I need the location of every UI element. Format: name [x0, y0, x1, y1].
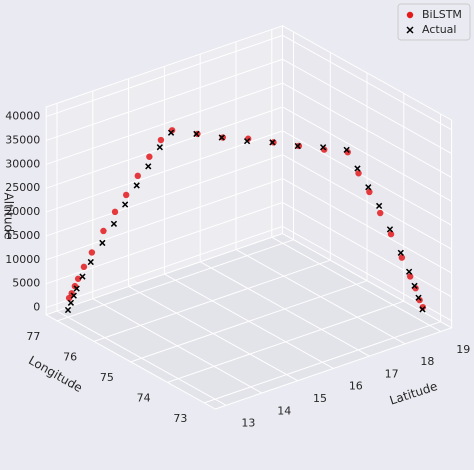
point-actual [411, 282, 418, 289]
point-actual [343, 146, 350, 153]
point-actual [67, 299, 75, 306]
point-bilstm [88, 249, 96, 256]
x-tick-label: 15 [313, 392, 327, 405]
point-actual [70, 292, 77, 299]
x-tick-label: 18 [420, 355, 434, 368]
point-actual [397, 249, 404, 256]
point-actual [386, 226, 394, 233]
grid-line [46, 178, 283, 261]
x-tick-label: 14 [277, 404, 291, 417]
x-tick-label: 16 [349, 380, 363, 393]
point-bilstm [157, 136, 165, 144]
point-actual [87, 258, 94, 266]
z-tick-label: 30000 [5, 157, 40, 170]
grid-line [46, 130, 283, 213]
point-actual [269, 139, 276, 146]
point-actual [133, 182, 140, 189]
point-actual [218, 134, 225, 141]
point-actual [193, 130, 200, 138]
point-actual [156, 144, 163, 151]
y-tick-label: 75 [100, 371, 114, 384]
grid-line [93, 259, 331, 342]
legend-marker [406, 26, 414, 34]
point-bilstm [398, 254, 406, 261]
point-bilstm [80, 263, 88, 271]
x-tick-label: 19 [456, 343, 470, 356]
z-tick-label: 15000 [5, 229, 40, 242]
grid-line [282, 178, 452, 274]
marks [64, 127, 427, 314]
point-actual [79, 273, 86, 280]
point-bilstm [111, 208, 119, 216]
y-tick-label: 76 [63, 351, 77, 364]
point-actual [365, 184, 372, 191]
legend-marker [406, 11, 414, 19]
point-bilstm [377, 209, 384, 217]
grid-line [46, 202, 283, 285]
legend-label: Actual [422, 23, 456, 36]
z-tick-label: 5000 [12, 277, 40, 290]
point-actual [167, 129, 175, 136]
x-tick-label: 13 [241, 417, 255, 430]
grid-line [46, 82, 283, 165]
point-bilstm [74, 275, 82, 282]
point-actual [99, 239, 106, 247]
point-actual [243, 138, 251, 145]
z-tick-label: 40000 [5, 110, 40, 123]
x-tick-label: 17 [385, 367, 399, 380]
point-bilstm [366, 188, 373, 196]
point-bilstm [100, 227, 107, 235]
point-actual [415, 294, 422, 301]
z-tick-label: 20000 [5, 205, 40, 218]
grid-line [167, 300, 404, 383]
grid-line [130, 280, 368, 363]
z-tick-label: 25000 [5, 181, 40, 194]
point-actual [294, 142, 301, 150]
point-actual [110, 220, 118, 227]
point-actual [405, 268, 413, 275]
grid-line [46, 58, 283, 141]
grid-line [282, 58, 452, 154]
point-actual [419, 306, 426, 313]
grid [46, 29, 452, 406]
grid-line [46, 34, 283, 118]
grid-line [46, 154, 283, 237]
legend: BiLSTM Actual [397, 3, 471, 41]
z-axis-label: Altitude [2, 193, 16, 240]
z-tick-label: 10000 [5, 253, 40, 266]
y-tick-label: 77 [26, 330, 40, 343]
grid-line [282, 202, 452, 298]
grid-line [282, 34, 452, 131]
point-bilstm [355, 170, 362, 177]
point-bilstm [146, 153, 153, 160]
y-tick-label: 74 [137, 392, 151, 405]
grid-line [46, 106, 283, 189]
point-actual [73, 285, 80, 292]
grid-line [57, 239, 294, 322]
point-actual [375, 202, 383, 210]
grid-line [204, 321, 441, 404]
point-actual [121, 201, 129, 208]
legend-label: BiLSTM [422, 8, 462, 21]
point-actual [319, 144, 327, 151]
grid-line [282, 106, 452, 202]
legend-box [397, 3, 471, 41]
point-bilstm [134, 172, 141, 180]
grid-line [282, 130, 452, 226]
point-actual [354, 165, 361, 172]
point-actual [145, 163, 152, 170]
y-tick-label: 73 [173, 412, 187, 425]
point-actual [64, 306, 72, 314]
z-tick-label: 35000 [5, 133, 40, 146]
z-tick-label: 0 [33, 301, 40, 314]
grid-line [282, 154, 452, 250]
point-bilstm [387, 230, 395, 238]
grid-line [46, 225, 283, 309]
point-bilstm [406, 273, 414, 280]
point-bilstm [123, 191, 130, 199]
grid-line [282, 82, 452, 178]
